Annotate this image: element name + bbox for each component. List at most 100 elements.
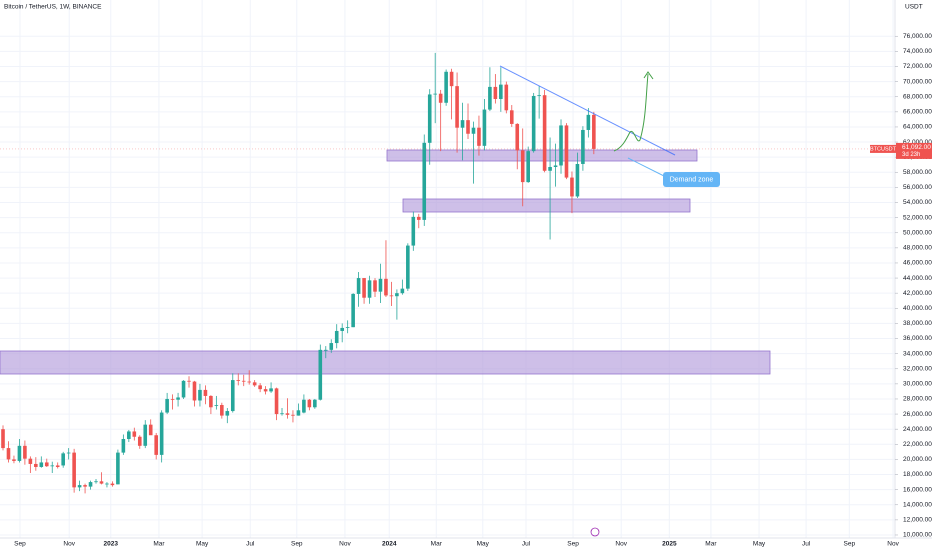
candle-body [220, 405, 224, 416]
y-axis-label: USDT [905, 4, 923, 11]
y-tick-label: 56,000.00 [903, 184, 932, 191]
candle-body [488, 86, 492, 110]
candle-body [592, 114, 596, 149]
candle-body [553, 165, 558, 167]
event-icon[interactable] [590, 527, 600, 537]
candle-body [449, 71, 454, 87]
candle-body [389, 295, 394, 297]
candle-body [280, 413, 284, 415]
candle-body [509, 110, 514, 124]
candle-body [351, 293, 355, 328]
candle-body [313, 399, 317, 408]
candle-body [241, 380, 246, 382]
candle-body [252, 382, 257, 386]
candle-body [137, 436, 142, 446]
candle-body [258, 385, 262, 390]
candle-body [542, 95, 547, 171]
candle-body [61, 453, 65, 466]
candle-body [296, 410, 301, 416]
y-tick-label: 14,000.00 [903, 501, 932, 508]
projection-path[interactable] [613, 73, 649, 152]
candle-body [499, 84, 503, 99]
y-tick-label: 70,000.00 [903, 78, 932, 85]
zone[interactable] [0, 350, 771, 375]
candle-body [460, 120, 465, 128]
y-tick-label: 46,000.00 [903, 260, 932, 267]
x-tick-label: Mar [705, 541, 717, 548]
candle-body [154, 435, 158, 455]
candle-body [203, 389, 208, 396]
candle-body [198, 389, 202, 401]
candle-body [367, 280, 372, 298]
candle-body [187, 380, 191, 382]
zone[interactable] [386, 149, 698, 162]
candle-body [400, 288, 405, 294]
y-tick-label: 40,000.00 [903, 305, 932, 312]
candle-body [66, 452, 71, 454]
candle-body [471, 127, 476, 134]
candle-body [83, 485, 87, 487]
x-tick-label: Nov [63, 541, 75, 548]
y-tick-label: 30,000.00 [903, 381, 932, 388]
candle-body [570, 177, 574, 197]
candle-body [99, 481, 104, 484]
y-tick-label: 62,000.00 [903, 139, 932, 146]
y-tick-label: 10,000.00 [903, 532, 932, 539]
candle-body [72, 452, 76, 488]
zone[interactable] [402, 198, 691, 213]
y-tick-label: 52,000.00 [903, 214, 932, 221]
candle-body [329, 343, 334, 350]
callout-text: Demand zone [670, 176, 714, 183]
candle-body [323, 349, 328, 351]
y-tick-label: 16,000.00 [903, 486, 932, 493]
candle-body [55, 465, 60, 467]
trend-line[interactable] [499, 65, 676, 156]
candle-body [334, 330, 339, 344]
x-tick-label: Sep [14, 541, 26, 548]
callout[interactable] [663, 172, 720, 187]
x-tick-label: Nov [887, 541, 899, 548]
candle-body [230, 380, 235, 412]
x-tick-label: 2024 [382, 541, 397, 548]
candle-body [384, 278, 388, 296]
candle-body [362, 278, 366, 298]
candle-body [39, 462, 44, 467]
y-tick-label: 20,000.00 [903, 456, 932, 463]
x-tick-label: Mar [153, 541, 165, 548]
candle-body [170, 398, 175, 400]
candle-body [291, 414, 295, 416]
x-tick-label: Sep [291, 541, 303, 548]
axes: 10,000.00 12,000.00 14,000.00 16,000.00 18,0… [14, 33, 932, 548]
candle-body [214, 405, 219, 406]
candle-body [143, 424, 148, 446]
candle-body [165, 398, 169, 413]
symbol-tag [870, 144, 896, 153]
candle-body [493, 86, 498, 99]
y-tick-label: 58,000.00 [903, 169, 932, 176]
y-tick-label: 34,000.00 [903, 350, 932, 357]
candle-body [422, 142, 427, 220]
y-tick-label: 72,000.00 [903, 63, 932, 70]
candle-body [406, 245, 410, 289]
candle-body [236, 380, 241, 381]
y-tick-label: 24,000.00 [903, 426, 932, 433]
y-tick-label: 54,000.00 [903, 199, 932, 206]
candle-body [176, 397, 180, 400]
candle-body [159, 412, 164, 455]
candle-body [411, 216, 416, 246]
y-tick-label: 66,000.00 [903, 109, 932, 116]
y-tick-label: 64,000.00 [903, 124, 932, 131]
last-price-label: 61,092.00 [902, 144, 931, 151]
x-tick-label: 2023 [104, 541, 119, 548]
y-tick-label: 48,000.00 [903, 245, 932, 252]
candle-body [395, 293, 399, 297]
candle-body [23, 445, 27, 459]
candle-body [192, 381, 197, 401]
candle-body [17, 445, 22, 461]
candle-body [318, 349, 323, 400]
candle-body [181, 380, 186, 398]
x-tick-label: Sep [844, 541, 856, 548]
y-tick-label: 28,000.00 [903, 396, 932, 403]
